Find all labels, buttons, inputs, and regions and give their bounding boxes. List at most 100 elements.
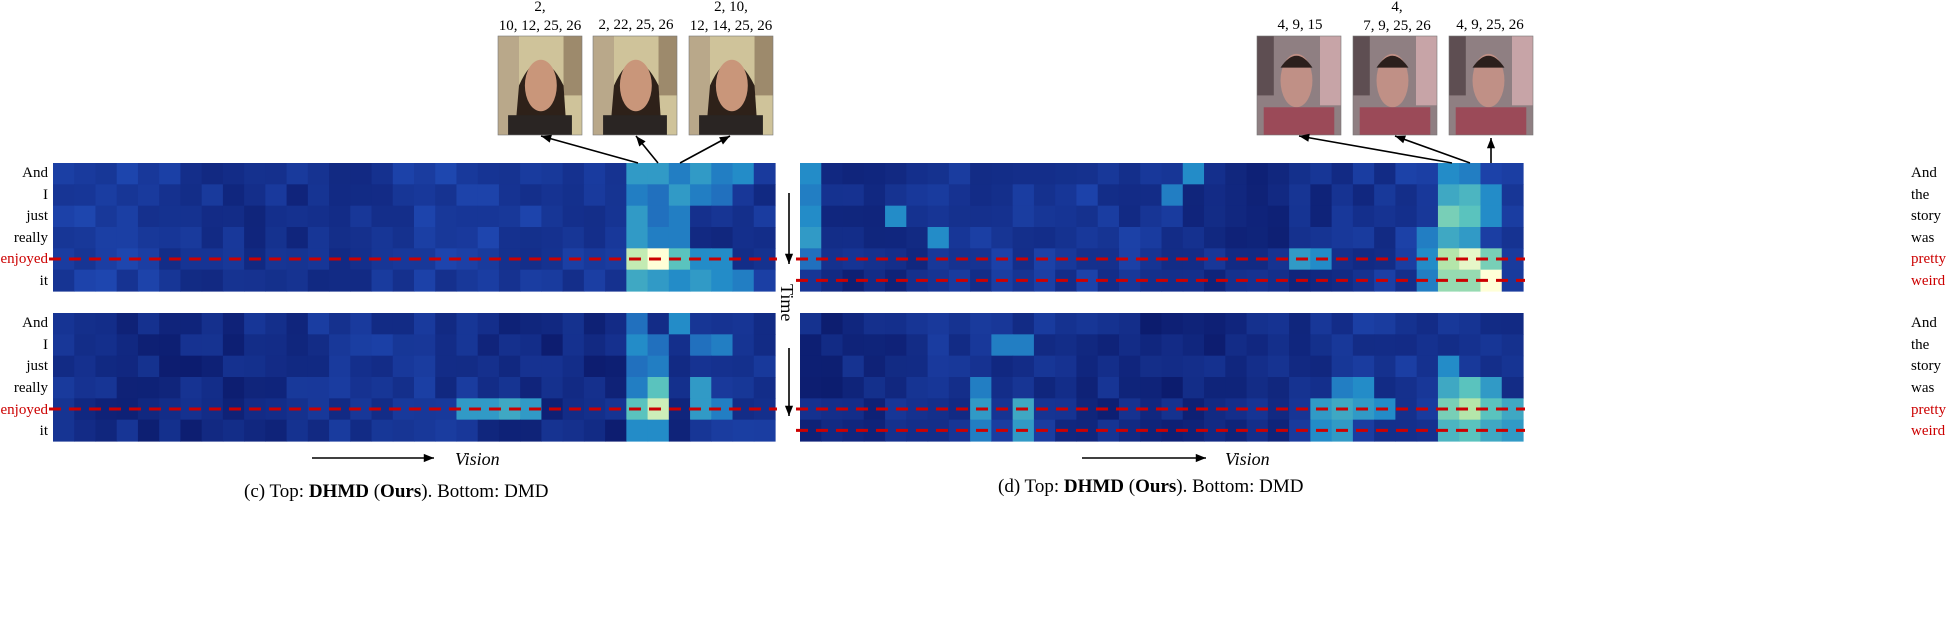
heatmap-c-top-cell [307, 227, 330, 249]
heatmap-c-top-cell [711, 269, 734, 292]
heatmap-c-bottom-cell [753, 355, 776, 378]
word-label: And [1911, 165, 1937, 181]
heatmap-c-top-cell [307, 163, 330, 185]
heatmap-d-top-cell [1310, 205, 1333, 228]
frame-border [497, 35, 583, 136]
word-label: the [1911, 337, 1930, 353]
heatmap-c-bottom-cell [456, 377, 479, 399]
heatmap-d-top-cell [1437, 163, 1460, 185]
heatmap-d-top-cell [1395, 227, 1418, 249]
heatmap-c-top-cell [53, 184, 75, 207]
heatmap-c-bottom-cell [137, 334, 160, 357]
heatmap-d-bottom-cell [1395, 377, 1418, 399]
heatmap-d-bottom-cell [1012, 313, 1035, 335]
heatmap-c-bottom-cell [753, 334, 776, 357]
heatmap-c-top-cell [329, 163, 351, 185]
heatmap-c-bottom-cell [605, 419, 627, 442]
heatmap-d-bottom-cell [1352, 377, 1375, 399]
heatmap-d-top-cell [1459, 184, 1482, 207]
heatmap-c-bottom-cell [350, 419, 373, 442]
heatmap-d-bottom-cell [1246, 377, 1269, 399]
heatmap-c-bottom-cell [668, 377, 691, 399]
heatmap-c-bottom-cell [180, 377, 203, 399]
heatmap-d-bottom-cell [842, 377, 865, 399]
heatmap-c-top-cell [116, 227, 139, 249]
heatmap-c-bottom-cell [201, 334, 224, 357]
heatmap-d-top-cell [1352, 184, 1375, 207]
heatmap-c-top-cell [307, 205, 330, 228]
heatmap-d-bottom-cell [1501, 398, 1524, 421]
heatmap-d-bottom-cell [1289, 334, 1311, 357]
frame-face [715, 59, 748, 112]
heatmap-d-top-cell [1118, 205, 1141, 228]
heatmap-c-bottom-cell [456, 419, 479, 442]
heatmap-c-top-cell [456, 227, 479, 249]
heatmap-c-top-cell [74, 248, 97, 271]
heatmap-c-top-cell [414, 163, 436, 185]
heatmap-d-top-cell [991, 205, 1014, 228]
heatmap-d-top-cell [1395, 205, 1418, 228]
heatmap-c-bottom-cell [647, 419, 670, 442]
heatmap-d-top-cell [821, 205, 844, 228]
heatmap-d-bottom-cell [1459, 398, 1482, 421]
heatmap-d-bottom-cell [1459, 355, 1482, 378]
heatmap-d-top-cell [991, 227, 1014, 249]
heatmap-d-top-cell [821, 227, 844, 249]
heatmap-c-top-cell [95, 184, 118, 207]
frame-wall [1512, 36, 1533, 106]
heatmap-d-bottom-cell [970, 377, 992, 399]
heatmap-d-top-cell [1161, 269, 1184, 292]
heatmap-d-bottom-cell [821, 334, 844, 357]
video-frame [688, 35, 774, 136]
frame-curtain [563, 36, 582, 96]
heatmap-c-top-cell [583, 163, 606, 185]
heatmap-d-bottom-cell [1097, 313, 1120, 335]
heatmap-c-bottom-cell [520, 419, 543, 442]
word-label-highlight: pretty [1911, 251, 1946, 267]
heatmap-d-top-cell [1480, 248, 1503, 271]
heatmap-c-bottom-cell [371, 377, 394, 399]
heatmap-d-top-cell [842, 269, 865, 292]
heatmap-d-bottom-cell [927, 355, 950, 378]
heatmap-c-bottom-cell [350, 355, 373, 378]
heatmap-c-top-cell [414, 184, 436, 207]
heatmap-c-bottom-cell [371, 313, 394, 335]
heatmap-c-top-cell [626, 163, 649, 185]
heatmap-c-top-cell [244, 184, 266, 207]
heatmap-d-top-cell [1374, 184, 1397, 207]
heatmap-d-bottom-cell [1352, 355, 1375, 378]
heatmap-c-bottom-cell [456, 334, 479, 357]
heatmap-d-top-cell [863, 227, 886, 249]
heatmap-c-top-cell [265, 163, 288, 185]
heatmap-c-bottom-cell [74, 419, 97, 442]
heatmap-c-top-cell [201, 269, 224, 292]
heatmap-d-bottom-cell [1331, 334, 1354, 357]
heatmap-c-top-cell [74, 184, 97, 207]
heatmap-c-top-cell [732, 163, 755, 185]
heatmap-d-top-cell [948, 163, 971, 185]
heatmap-c-bottom-cell [116, 419, 139, 442]
heatmap-d-top-cell [1140, 184, 1163, 207]
heatmap-c-top-cell [159, 205, 182, 228]
heatmap-c-top-cell [498, 163, 521, 185]
word-label: story [1911, 358, 1941, 374]
heatmap-c-top-cell [435, 269, 458, 292]
heatmap-d-top-cell [1182, 248, 1205, 271]
heatmap-c-bottom-cell [753, 377, 776, 399]
heatmap-c-bottom-cell [286, 377, 309, 399]
frame-shirt [1359, 107, 1431, 135]
heatmap-c-top-cell [732, 205, 755, 228]
frame-face [619, 59, 652, 112]
heatmap-d-top-cell [1501, 227, 1524, 249]
heatmap-c-top-cell [265, 269, 288, 292]
heatmap-c-top-cell [95, 163, 118, 185]
frame-shelf [1449, 36, 1466, 96]
heatmap-c-bottom-cell [74, 398, 97, 421]
heatmap-d-bottom-cell [1437, 313, 1460, 335]
heatmap-c-top-cell [180, 184, 203, 207]
heatmap-d-top-cell [1033, 163, 1056, 185]
heatmap-d-bottom-cell [1076, 334, 1099, 357]
heatmap-c-bottom-cell [53, 355, 75, 378]
frame-border [1352, 35, 1438, 136]
heatmap-c-bottom-cell [583, 419, 606, 442]
